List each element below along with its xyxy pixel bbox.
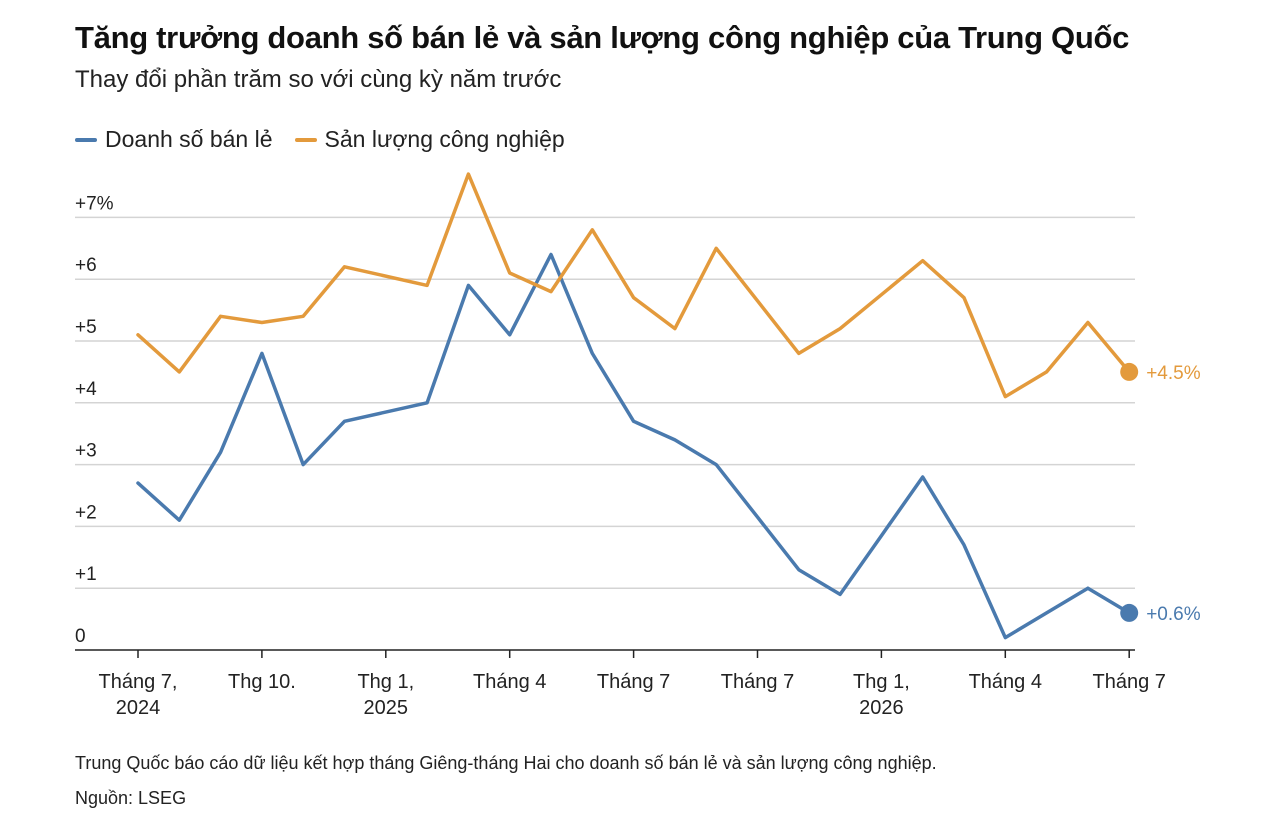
series-end-label-retail: +0.6%	[1146, 604, 1201, 625]
series-end-marker-retail	[1120, 603, 1139, 622]
series-end-marker-industrial	[1120, 362, 1139, 381]
series-layer	[136, 172, 1139, 640]
y-tick-label: +7%	[75, 193, 114, 214]
legend-swatch-retail	[75, 137, 97, 142]
y-tick-label: +5	[75, 317, 97, 338]
x-tick-label: Tháng 7	[597, 671, 670, 693]
axis-layer	[75, 649, 1135, 658]
legend-item-industrial: Sản lượng công nghiệp	[294, 126, 565, 153]
footnote: Trung Quốc báo cáo dữ liệu kết hợp tháng…	[75, 753, 937, 773]
legend-label-retail: Doanh số bán lẻ	[105, 126, 273, 152]
x-tick-label: Tháng 4	[969, 671, 1042, 693]
x-tick-label: Thg 1, 2026	[853, 671, 910, 719]
x-tick-label: Tháng 7	[721, 671, 794, 693]
y-tick-label: 0	[75, 626, 86, 647]
y-tick-label: +3	[75, 441, 97, 462]
y-tick-label: +2	[75, 502, 97, 523]
grid-layer	[75, 216, 1135, 589]
legend-label-industrial: Sản lượng công nghiệp	[324, 126, 565, 152]
y-tick-label: +4	[75, 379, 97, 400]
y-tick-label: +1	[75, 564, 97, 585]
x-tick-label: Tháng 7, 2024	[99, 671, 178, 719]
series-line-retail	[136, 252, 1131, 640]
x-tick-label: Thg 10.	[228, 671, 296, 693]
label-layer: 0 +1 +2 +3 +4 +5 +6 +7% Tháng 7, 2024 Thg 10. Thg 1…	[75, 193, 1201, 719]
chart-subtitle: Thay đổi phần trăm so với cùng kỳ năm tr…	[75, 66, 562, 93]
source-note: Nguồn: LSEG	[75, 788, 187, 808]
legend-item-retail: Doanh số bán lẻ	[75, 126, 273, 153]
y-tick-label: +6	[75, 255, 97, 276]
legend-swatch-industrial	[294, 137, 317, 142]
series-line-industrial	[136, 172, 1131, 399]
chart-title: Tăng trưởng doanh số bán lẻ và sản lượng…	[75, 20, 1130, 55]
x-tick-label: Tháng 4	[473, 671, 546, 693]
x-tick-label: Tháng 7	[1093, 671, 1166, 693]
x-tick-label: Thg 1, 2025	[357, 671, 414, 719]
series-end-label-industrial: +4.5%	[1146, 363, 1201, 384]
legend: Doanh số bán lẻ Sản lượng công nghiệp	[75, 126, 565, 153]
